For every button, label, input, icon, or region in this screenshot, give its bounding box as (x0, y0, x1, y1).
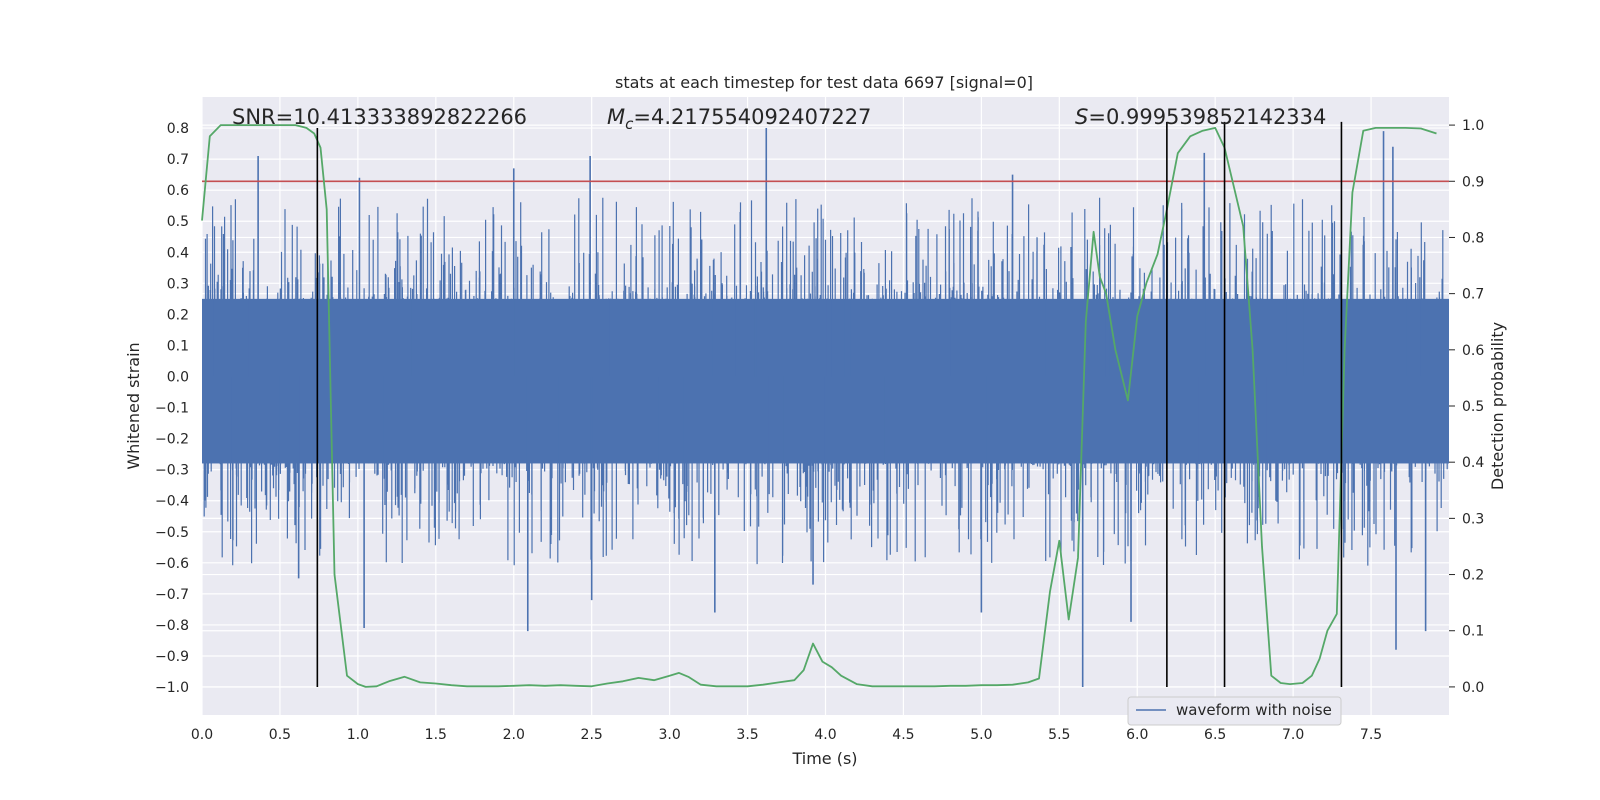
s-symbol: S (1075, 105, 1088, 129)
x-tick-label: 5.5 (1048, 727, 1070, 743)
y2-tick-label: 1.0 (1462, 118, 1484, 134)
s-value: =0.999539852142334 (1088, 105, 1326, 129)
y-tick-label: 0.2 (167, 307, 189, 323)
x-tick-label: 4.0 (814, 727, 836, 743)
x-tick-label: 7.5 (1360, 727, 1382, 743)
y-tick-label: 0.8 (167, 121, 189, 137)
y-tick-label: −1.0 (155, 680, 189, 696)
y-tick-label: −0.9 (155, 649, 189, 665)
y2-tick-label: 0.3 (1462, 511, 1484, 527)
legend: waveform with noise (1127, 696, 1342, 726)
mc-subscript: c (625, 115, 634, 133)
y-tick-label: 0.0 (167, 369, 189, 385)
y-tick-label: −0.7 (155, 587, 189, 603)
x-tick-label: 3.0 (658, 727, 680, 743)
chart-title: stats at each timestep for test data 669… (615, 73, 1033, 92)
y2-tick-label: 0.8 (1462, 230, 1484, 246)
x-tick-label: 1.0 (347, 727, 369, 743)
detection-probability-line (201, 124, 1437, 688)
y-tick-label: 0.1 (167, 338, 189, 354)
y2-tick-label: 0.4 (1462, 455, 1484, 471)
y-tick-label: −0.2 (155, 432, 189, 448)
y2-tick-label: 0.9 (1462, 174, 1484, 190)
y2-tick-label: 0.6 (1462, 343, 1484, 359)
y-tick-label: 0.6 (167, 183, 189, 199)
y-axis-ticks: 0.8 0.7 0.6 0.5 0.4 0.3 0.2 0.1 0.0 −0.1 −0.2 −0.3 −… (155, 121, 189, 696)
x-tick-label: 7.0 (1282, 727, 1304, 743)
y2-tick-label: 0.2 (1462, 568, 1484, 584)
detection-probability-series (201, 124, 1437, 688)
y2-tick-label: 0.5 (1462, 399, 1484, 415)
y-tick-label: 0.7 (167, 152, 189, 168)
y-tick-label: −0.6 (155, 556, 189, 572)
x-tick-label: 6.0 (1126, 727, 1148, 743)
x-tick-label: 4.5 (892, 727, 914, 743)
legend-label: waveform with noise (1176, 701, 1332, 719)
x-tick-label: 3.5 (736, 727, 758, 743)
y2-tick-label: 0.0 (1462, 680, 1484, 696)
score-annotation: S=0.999539852142334 (1075, 105, 1326, 129)
x-tick-label: 6.5 (1204, 727, 1226, 743)
x-tick-label: 2.0 (503, 727, 525, 743)
y-tick-label: −0.3 (155, 463, 189, 479)
y-tick-label: 0.5 (167, 214, 189, 230)
y-tick-label: −0.4 (155, 494, 189, 510)
mc-symbol: M (607, 105, 625, 129)
mc-value: =4.217554092407227 (633, 105, 871, 129)
x-axis-label: Time (s) (791, 749, 857, 768)
y-axis-label: Whitened strain (124, 342, 143, 469)
y2-tick-label: 0.7 (1462, 287, 1484, 303)
waveform-noise-spikes (203, 197, 1448, 566)
y-tick-label: 0.3 (167, 276, 189, 292)
legend-box (1127, 696, 1342, 726)
y2-axis-label: Detection probability (1488, 322, 1507, 490)
y2-tick-label: 0.1 (1462, 624, 1484, 640)
x-tick-label: 2.5 (581, 727, 603, 743)
y-tick-label: −0.8 (155, 618, 189, 634)
y-tick-label: −0.5 (155, 525, 189, 541)
x-tick-label: 5.0 (970, 727, 992, 743)
y-tick-label: −0.1 (155, 401, 189, 417)
x-tick-label: 0.0 (191, 727, 213, 743)
x-tick-label: 0.5 (269, 727, 291, 743)
waveform-series (202, 128, 1449, 688)
y-tick-label: 0.4 (167, 245, 189, 261)
x-axis-ticks: 0.0 0.5 1.0 1.5 2.0 2.5 3.0 3.5 4.0 4.5 5.0 5.5 6.0 6… (191, 727, 1382, 743)
snr-annotation: SNR=10.413333892822266 (232, 105, 527, 129)
x-tick-label: 1.5 (425, 727, 447, 743)
vertical-markers (316, 121, 1343, 688)
y2-axis-ticks: 1.0 0.9 0.8 0.7 0.6 0.5 0.4 0.3 0.2 0.1 0.0 (1449, 118, 1484, 696)
chirp-mass-annotation: Mc=4.217554092407227 (607, 105, 871, 133)
